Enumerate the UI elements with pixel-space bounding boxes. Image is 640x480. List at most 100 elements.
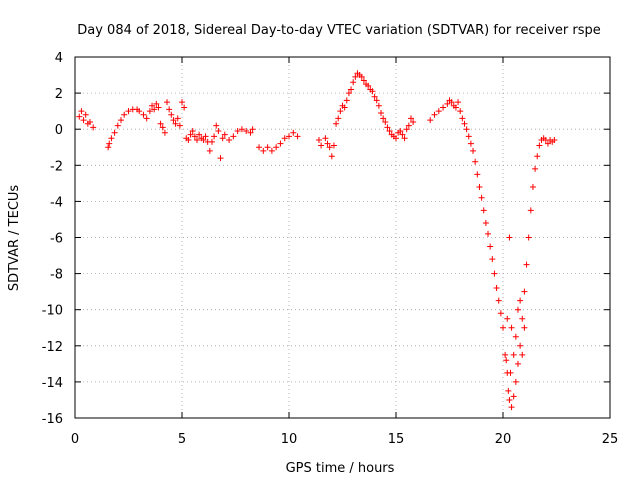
y-tick-label: 0: [55, 123, 63, 138]
data-point: [82, 111, 89, 118]
data-point: [108, 135, 115, 142]
data-point: [393, 135, 399, 142]
data-point: [480, 207, 487, 214]
data-point: [380, 115, 387, 122]
data-point: [226, 137, 233, 144]
data-point: [461, 120, 468, 127]
data-point: [373, 97, 380, 104]
y-tick-label: -6: [50, 232, 63, 247]
data-point: [503, 357, 510, 364]
data-point: [249, 126, 256, 133]
data-point: [369, 88, 376, 95]
data-point: [512, 378, 519, 385]
data-point: [435, 108, 442, 115]
x-tick-label: 10: [281, 432, 298, 447]
data-point: [211, 133, 218, 140]
data-point: [517, 297, 524, 304]
data-point: [470, 147, 477, 154]
data-point: [482, 220, 489, 227]
data-point: [360, 77, 367, 84]
data-point: [294, 133, 301, 140]
data-point: [290, 129, 297, 136]
data-point: [382, 118, 389, 125]
data-point: [219, 135, 226, 142]
data-point: [403, 126, 410, 133]
data-point: [371, 93, 378, 100]
plot-frame: [74, 56, 611, 419]
data-point: [465, 133, 472, 140]
data-point: [448, 99, 455, 106]
data-point: [427, 117, 434, 124]
data-point: [153, 100, 160, 107]
data-point: [505, 387, 512, 394]
x-tick-label: 25: [602, 432, 619, 447]
data-point: [176, 122, 183, 129]
data-point: [151, 106, 158, 113]
x-tick-label: 15: [388, 432, 405, 447]
data-point: [510, 351, 517, 358]
data-point: [384, 124, 391, 131]
data-point: [476, 183, 483, 190]
data-point: [179, 99, 185, 106]
x-tick-label: 0: [71, 432, 79, 447]
data-point: [264, 144, 271, 151]
data-point: [80, 117, 87, 124]
data-point: [174, 115, 181, 122]
data-point: [136, 108, 143, 115]
data-point: [318, 142, 325, 149]
y-tick-label: -8: [50, 268, 63, 283]
data-point: [506, 234, 513, 241]
data-point: [146, 108, 153, 115]
data-point: [527, 207, 534, 214]
data-point: [485, 230, 492, 237]
data-point: [544, 140, 551, 147]
data-point: [523, 261, 530, 268]
data-point: [121, 111, 128, 118]
y-tick-label: -10: [42, 304, 63, 319]
data-series: [76, 70, 558, 411]
data-point: [170, 117, 177, 124]
data-point: [507, 369, 514, 376]
data-point: [277, 140, 284, 147]
data-point: [196, 131, 203, 138]
data-point: [161, 129, 168, 136]
data-point: [286, 133, 292, 140]
data-point: [510, 393, 517, 400]
data-point: [375, 102, 382, 109]
data-point: [345, 90, 352, 97]
data-point: [268, 147, 275, 154]
x-axis-label: GPS time / hours: [286, 461, 395, 476]
data-point: [341, 104, 348, 111]
data-point: [405, 122, 412, 129]
data-point: [348, 86, 355, 93]
data-point: [352, 73, 359, 80]
data-point: [474, 171, 481, 178]
data-point: [463, 126, 470, 133]
data-point: [106, 140, 113, 147]
data-point: [118, 117, 125, 124]
data-point: [189, 128, 196, 135]
data-point: [365, 82, 372, 89]
data-point: [521, 324, 528, 331]
data-point: [86, 118, 93, 125]
data-point: [358, 73, 365, 80]
data-point: [335, 115, 342, 122]
data-point: [105, 144, 112, 151]
data-point: [324, 140, 331, 147]
data-point: [478, 194, 485, 201]
data-point: [157, 120, 164, 127]
data-point: [495, 297, 502, 304]
data-point: [487, 243, 494, 250]
data-point: [159, 124, 166, 131]
data-point: [260, 147, 267, 154]
data-point: [215, 128, 222, 135]
y-tick-label: -12: [42, 340, 63, 355]
data-point: [410, 118, 417, 125]
data-point: [330, 142, 337, 149]
data-point: [534, 153, 541, 160]
chart-title: Day 084 of 2018, Sidereal Day-to-day VTE…: [77, 23, 601, 38]
data-point: [140, 111, 147, 118]
data-point: [172, 120, 179, 127]
y-tick-label: -4: [50, 195, 63, 210]
